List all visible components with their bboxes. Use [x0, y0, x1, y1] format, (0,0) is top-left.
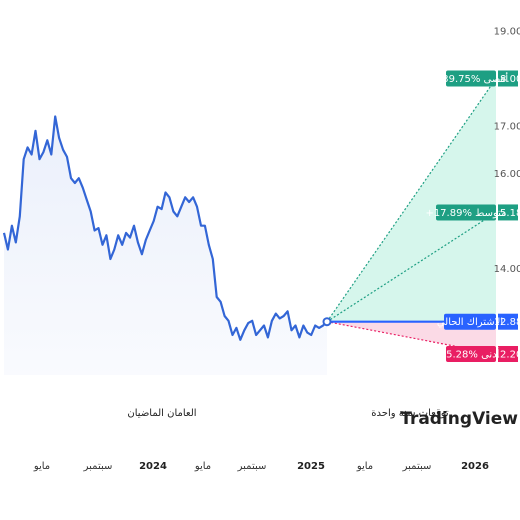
x-tick-label: مايو [356, 461, 373, 472]
x-tick-label: مايو [33, 461, 50, 472]
x-tick-label: سبتمبر [402, 461, 432, 472]
y-tick-label: 18.00 [494, 74, 520, 85]
x-tick-label: سبتمبر [83, 461, 113, 472]
forecast-region-label-bg [379, 402, 441, 422]
price-box [498, 346, 518, 362]
forecast-badge-min [446, 346, 496, 362]
x-tick-label: 2026 [461, 461, 489, 472]
tradingview-watermark: TradingView [400, 409, 518, 429]
forecast-avg-line [326, 211, 497, 323]
forecast-badge-max [446, 70, 496, 87]
history-region-label-bg [133, 402, 191, 422]
y-tick-label: 12.20 [494, 350, 520, 361]
y-tick-label: 14.00 [494, 264, 520, 275]
y-tick-label: 17.00 [494, 122, 520, 133]
forecast-badge-avg-label: +17.89% متوسط [425, 208, 506, 219]
price-box [498, 313, 518, 330]
x-tick-label: 2025 [297, 461, 325, 472]
forecast-region-label: توقعات سنة واحدة [371, 408, 449, 419]
price-box [498, 204, 518, 221]
y-tick-label: 12.88 [494, 317, 520, 328]
forecast-badge-avg [436, 204, 496, 221]
forecast-badge-min-label: -5.28% أدنى [443, 348, 500, 361]
y-tick-label: 15.18 [494, 208, 520, 219]
y-tick-label: 19.00 [494, 27, 520, 38]
y-tick-label: 16.00 [494, 169, 520, 180]
forecast-min-line [326, 321, 497, 355]
x-tick-label: 2024 [139, 461, 167, 472]
history-price-line [2, 115, 328, 341]
history-region-label: العامان الماضيان [127, 408, 196, 419]
price-box [498, 70, 518, 87]
x-tick-label: مايو [194, 461, 211, 472]
forecast-max-line [326, 78, 497, 323]
current-price-point [322, 317, 332, 327]
x-tick-label: سبتمبر [237, 461, 267, 472]
forecast-badge-current [444, 313, 496, 330]
forecast-badge-current-label: الاشتراك الحالي [437, 317, 503, 328]
forecast-badge-max-label: +39.75% أقصى [434, 72, 508, 85]
history-area-fill [4, 116, 327, 375]
